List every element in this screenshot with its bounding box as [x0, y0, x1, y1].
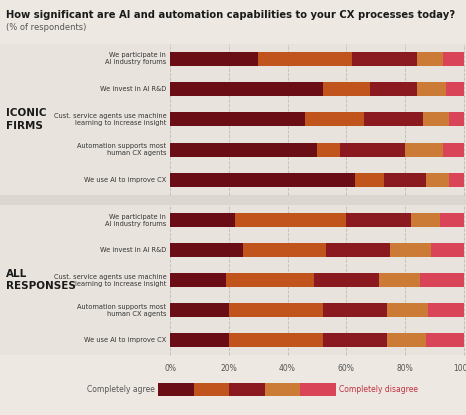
Text: Automation supports most
human CX agents: Automation supports most human CX agents — [77, 143, 166, 156]
Text: Completely agree: Completely agree — [87, 385, 155, 394]
Text: Automation supports most
human CX agents: Automation supports most human CX agents — [77, 303, 166, 317]
Text: (% of respondents): (% of respondents) — [6, 23, 86, 32]
Text: We participate in
AI industry forums: We participate in AI industry forums — [105, 52, 166, 65]
Text: 40%: 40% — [279, 364, 296, 373]
Text: We invest in AI R&D: We invest in AI R&D — [100, 86, 166, 92]
Text: 20%: 20% — [220, 364, 237, 373]
Text: ICONIC
FIRMS: ICONIC FIRMS — [6, 108, 46, 130]
Text: Completely disagree: Completely disagree — [339, 385, 418, 394]
Text: 80%: 80% — [397, 364, 413, 373]
Text: 100%: 100% — [453, 364, 466, 373]
Text: Cust. service agents use machine
learning to increase insight: Cust. service agents use machine learnin… — [54, 113, 166, 126]
Text: Cust. service agents use machine
learning to increase insight: Cust. service agents use machine learnin… — [54, 273, 166, 287]
Text: We use AI to improve CX: We use AI to improve CX — [84, 177, 166, 183]
Text: We use AI to improve CX: We use AI to improve CX — [84, 337, 166, 343]
Text: 0%: 0% — [164, 364, 176, 373]
Text: 60%: 60% — [338, 364, 355, 373]
Text: ALL
RESPONSES: ALL RESPONSES — [6, 269, 75, 291]
Text: We participate in
AI industry forums: We participate in AI industry forums — [105, 214, 166, 227]
Text: How significant are AI and automation capabilities to your CX processes today?: How significant are AI and automation ca… — [6, 10, 455, 20]
Text: We invest in AI R&D: We invest in AI R&D — [100, 247, 166, 253]
